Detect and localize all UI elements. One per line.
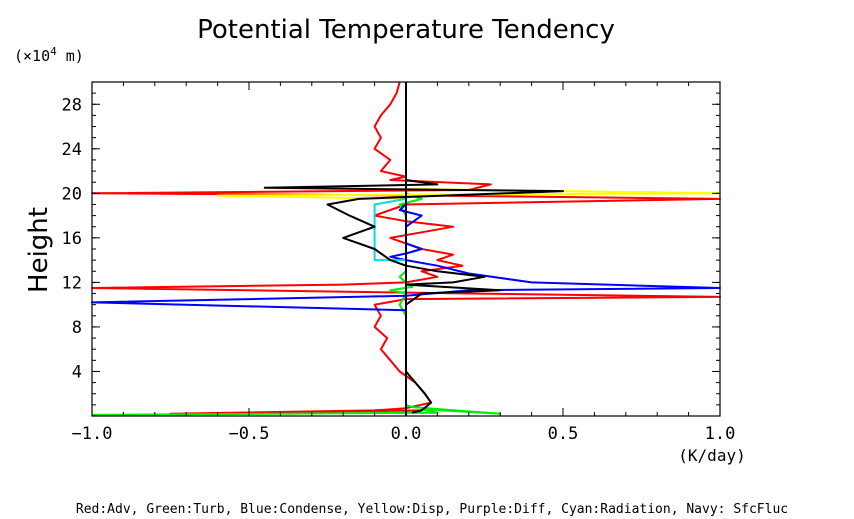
- x-axis-label: (K/day): [678, 446, 745, 465]
- y-unit-suffix: m): [57, 47, 84, 65]
- series-line-3: [216, 82, 721, 416]
- x-tick-label: 0.5: [548, 424, 579, 444]
- x-tick-label: −0.5: [229, 424, 270, 444]
- y-tick-label: 24: [62, 140, 82, 160]
- y-tick-label: 16: [62, 229, 82, 249]
- x-tick-label: 0.0: [391, 424, 422, 444]
- x-tick-label: 1.0: [705, 424, 736, 444]
- series-line-5: [373, 82, 407, 416]
- y-tick-label: 20: [62, 184, 82, 204]
- y-tick-label: 28: [62, 95, 82, 115]
- chart-title: Potential Temperature Tendency: [197, 15, 615, 45]
- axis-layer: −1.0 −0.5 0.0 0.5 1.0 4 8 12 16 20 24 28: [62, 81, 736, 444]
- series-line-1: [91, 82, 502, 416]
- y-tick-label: 4: [72, 362, 82, 382]
- y-unit-prefix: (×10: [14, 47, 50, 65]
- legend-caption: Red:Adv, Green:Turb, Blue:Condense, Yell…: [76, 502, 788, 517]
- y-unit-exponent: 4: [50, 45, 57, 58]
- series-line-7: [263, 82, 564, 414]
- y-axis-label: Height: [24, 207, 54, 293]
- y-tick-label: 8: [72, 318, 82, 338]
- series-line-0: [91, 81, 721, 415]
- y-tick-label: 12: [62, 273, 82, 293]
- y-unit-label: (×104 m): [14, 45, 84, 65]
- x-tick-label: −1.0: [72, 424, 113, 444]
